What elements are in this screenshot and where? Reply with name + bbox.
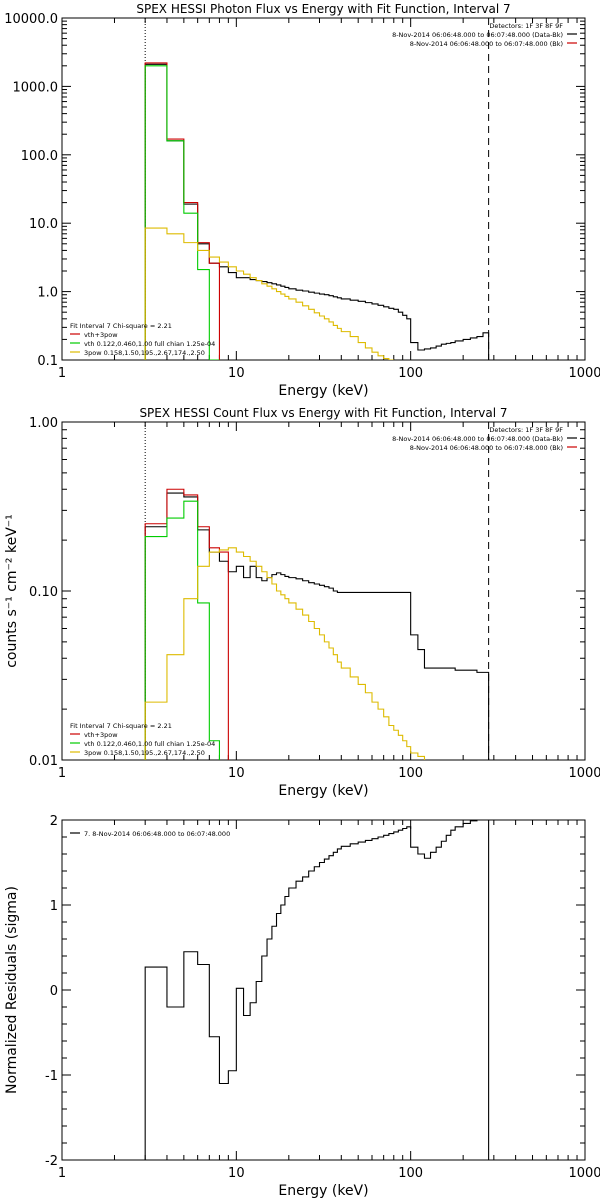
y-tick-label: 10.0: [29, 217, 58, 232]
legend-entry: Detectors: 1F 3F 8F 9F: [489, 22, 563, 30]
legend-entry: vth+3pow: [84, 731, 118, 739]
chart-title: SPEX HESSI Photon Flux vs Energy with Fi…: [136, 2, 510, 16]
series-line-data-bk: [144, 63, 490, 360]
y-tick-label: 0.01: [29, 754, 58, 769]
y-tick-label: 0.1: [37, 354, 58, 369]
series-line-data-bk: [144, 492, 490, 760]
x-axis-label: Energy (keV): [278, 783, 368, 799]
legend-entry: vth 0.122,0.460,1.00 full chian 1.25e-04: [84, 740, 215, 748]
y-tick-label: 1000.0: [13, 80, 59, 95]
y-axis-label: counts s⁻¹ cm⁻² keV⁻¹: [4, 514, 20, 668]
x-tick-label: 100: [398, 366, 423, 381]
y-tick-label: 0: [50, 984, 58, 999]
x-tick-label: 1: [58, 766, 66, 781]
legend-entry: 8-Nov-2014 06:06:48.000 to 06:07:48.000 …: [410, 444, 563, 452]
legend-entry: 8-Nov-2014 06:06:48.000 to 06:07:48.000 …: [410, 40, 563, 48]
y-tick-label: 1: [50, 899, 58, 914]
legend-entry: vth+3pow: [84, 331, 118, 339]
series-line-residuals: [144, 820, 490, 1160]
y-tick-label: 10000.0: [4, 12, 58, 27]
chart-panel-3: 1 10 100 1000 Energy (keV) -2 -1 0 1 2 Normalized …: [4, 814, 600, 1199]
series-line-3pow: [144, 547, 426, 760]
y-tick-label: -2: [45, 1154, 58, 1169]
x-tick-label: 10: [228, 1166, 245, 1181]
series-line-3pow: [144, 227, 394, 360]
legend-entry: 3pow 0.158,1.50,195.,2.67,174.,2.50: [84, 349, 205, 357]
legend-entry: 3pow 0.158,1.50,195.,2.67,174.,2.50: [84, 749, 205, 757]
x-axis-label: Energy (keV): [278, 383, 368, 399]
y-tick-label: -1: [45, 1069, 58, 1084]
chart-title: SPEX HESSI Count Flux vs Energy with Fit…: [139, 406, 507, 420]
series-line-vth-3pow: [144, 62, 220, 360]
x-tick-label: 1: [58, 366, 66, 381]
legend-entry: vth 0.122,0.460,1.00 full chian 1.25e-04: [84, 340, 215, 348]
x-tick-label: 1000: [568, 766, 600, 781]
y-tick-label: 0.10: [29, 585, 58, 600]
legend-entry: Fit Interval 7 Chi-square = 2.21: [70, 722, 172, 730]
x-tick-label: 100: [398, 766, 423, 781]
legend-entry: Fit Interval 7 Chi-square = 2.21: [70, 322, 172, 330]
y-tick-label: 1.0: [37, 286, 58, 301]
y-tick-label: 2: [50, 814, 58, 829]
legend-entry: 7. 8-Nov-2014 06:06:48.000 to 06:07:48.0…: [84, 830, 230, 838]
axes-frame: [61, 421, 586, 761]
x-tick-label: 1000: [568, 1166, 600, 1181]
y-tick-label: 1.00: [29, 416, 58, 431]
legend-entry: 8-Nov-2014 06:06:48.000 to 06:07:48.000 …: [392, 435, 563, 443]
x-tick-label: 1000: [568, 366, 600, 381]
series-line-vth-3pow: [144, 488, 229, 760]
chart-panel-2: SPEX HESSI Count Flux vs Energy with Fit…: [4, 406, 600, 799]
series-line-vth: [144, 500, 220, 760]
chart-panel-1: SPEX HESSI Photon Flux vs Energy with Fi…: [4, 2, 600, 399]
y-axis-label: Normalized Residuals (sigma): [4, 886, 20, 1094]
axes-frame: [61, 17, 586, 361]
legend-entry: 8-Nov-2014 06:06:48.000 to 06:07:48.000 …: [392, 31, 563, 39]
x-tick-label: 1: [58, 1166, 66, 1181]
x-axis-label: Energy (keV): [278, 1183, 368, 1199]
x-tick-label: 10: [228, 366, 245, 381]
y-tick-label: 100.0: [21, 149, 58, 164]
x-tick-label: 10: [228, 766, 245, 781]
x-tick-label: 100: [398, 1166, 423, 1181]
axes-frame: [61, 819, 586, 1161]
legend-entry: Detectors: 1F 3F 8F 9F: [489, 426, 563, 434]
series-line-vth: [144, 65, 220, 360]
